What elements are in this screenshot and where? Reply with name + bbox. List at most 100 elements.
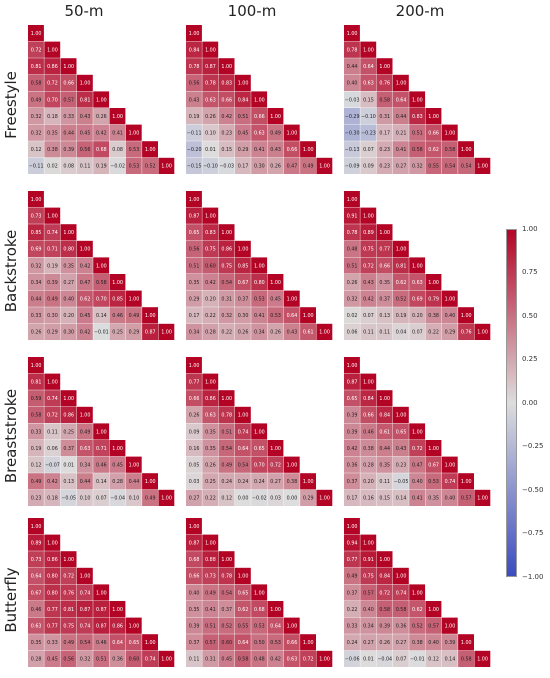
heatmap-cell xyxy=(44,534,61,551)
heatmap-cell xyxy=(109,307,126,324)
heatmap-cell xyxy=(218,290,235,307)
heatmap-cell xyxy=(376,257,393,274)
heatmap-cell-label: 0.01 xyxy=(205,147,216,153)
heatmap-cell xyxy=(218,141,235,158)
heatmap-cell-label: 0.69 xyxy=(412,297,423,303)
heatmap-cell xyxy=(76,489,93,506)
heatmap-cell xyxy=(234,440,251,457)
heatmap-cell xyxy=(458,307,474,324)
heatmap-cell xyxy=(28,601,44,618)
heatmap-cell xyxy=(392,406,409,423)
heatmap-cell-label: 0.75 xyxy=(363,247,374,253)
heatmap-cell xyxy=(300,157,316,174)
heatmap-cell-label: 1.00 xyxy=(112,607,123,613)
heatmap-cell xyxy=(234,257,251,274)
heatmap-cell-label: 0.27 xyxy=(63,280,74,286)
heatmap-cell xyxy=(44,617,61,634)
heatmap-cell-label: 0.62 xyxy=(80,297,91,303)
heatmap-cell xyxy=(218,390,235,407)
colorbar-tick: 0.25 xyxy=(522,355,538,363)
heatmap-cell xyxy=(376,634,393,651)
heatmap-cell xyxy=(267,456,284,473)
heatmap-cell-label: 1.00 xyxy=(63,396,74,402)
heatmap-cell xyxy=(234,406,251,423)
heatmap-cell xyxy=(392,240,409,257)
heatmap-cell-label: 0.78 xyxy=(189,64,200,70)
heatmap-cell-label: 0.04 xyxy=(396,330,407,336)
heatmap-cell-label: 0.58 xyxy=(379,607,390,613)
heatmap-cell-label: 0.44 xyxy=(396,114,407,120)
heatmap-cell-label: 0.49 xyxy=(129,313,140,319)
heatmap-cell-label: 0.86 xyxy=(205,396,216,402)
heatmap-cell-label: 1.00 xyxy=(396,574,407,580)
heatmap-cell xyxy=(425,157,442,174)
heatmap-cell xyxy=(60,456,77,473)
heatmap-cell-label: 0.57 xyxy=(461,496,472,502)
heatmap-breaststroke-100-m: 1.00 0.77 1.00 0.66 0.86 1.00 0.26 0.63 0.78 1.00… xyxy=(186,357,333,506)
heatmap-cell-label: 0.57 xyxy=(363,590,374,596)
heatmap-cell-label: 1.00 xyxy=(112,280,123,286)
heatmap-cell-label: 0.35 xyxy=(379,463,390,469)
heatmap-cell xyxy=(76,307,93,324)
heatmap-cell xyxy=(76,406,93,423)
heatmap-cell xyxy=(202,489,219,506)
heatmap-cell xyxy=(458,157,474,174)
heatmap-cell-label: 1.00 xyxy=(319,330,330,336)
heatmap-cell-label: 0.58 xyxy=(412,147,423,153)
heatmap-cell xyxy=(44,390,61,407)
heatmap-cell-label: 0.27 xyxy=(189,496,200,502)
heatmap-cell xyxy=(344,551,360,568)
heatmap-cell xyxy=(109,141,126,158)
heatmap-cell xyxy=(360,157,377,174)
heatmap-cell xyxy=(409,423,426,440)
heatmap-cell-label: 0.37 xyxy=(238,297,249,303)
heatmap-cell-label: 1.00 xyxy=(96,97,107,103)
heatmap-cell xyxy=(202,307,219,324)
heatmap-cell-label: 0.63 xyxy=(254,131,265,137)
heatmap-cell-label: 0.32 xyxy=(31,131,42,137)
heatmap-cell xyxy=(409,473,426,490)
heatmap-cell-label: 1.00 xyxy=(319,164,330,170)
heatmap-cell-label: 0.39 xyxy=(445,640,456,646)
heatmap-cell-label: 0.79 xyxy=(428,297,439,303)
heatmap-cell-label: 0.53 xyxy=(254,624,265,630)
heatmap-cell xyxy=(28,224,44,241)
heatmap-cell xyxy=(360,274,377,291)
heatmap-cell xyxy=(409,489,426,506)
heatmap-cell-label: 0.72 xyxy=(270,463,281,469)
heatmap-cell xyxy=(376,323,393,340)
heatmap-cell xyxy=(392,74,409,91)
heatmap-cell xyxy=(76,567,93,584)
heatmap-cell xyxy=(392,307,409,324)
heatmap-cell-label: 0.44 xyxy=(129,479,140,485)
heatmap-cell xyxy=(44,307,61,324)
heatmap-cell xyxy=(142,473,158,490)
heatmap-cell xyxy=(425,274,442,291)
heatmap-cell xyxy=(441,157,458,174)
heatmap-cell-label: 0.36 xyxy=(112,657,123,663)
heatmap-cell-label: 0.37 xyxy=(347,479,358,485)
heatmap-cell xyxy=(109,108,126,125)
heatmap-cell xyxy=(186,456,202,473)
heatmap-cell-label: 0.57 xyxy=(205,640,216,646)
heatmap-cell-label: 1.00 xyxy=(221,64,232,70)
heatmap-cell-label: 0.94 xyxy=(347,541,358,547)
heatmap-cell xyxy=(202,207,219,224)
heatmap-cell xyxy=(392,489,409,506)
heatmap-cell-label: 0.07 xyxy=(363,313,374,319)
heatmap-cell-label: 0.46 xyxy=(112,313,123,319)
heatmap-cell xyxy=(125,307,142,324)
heatmap-cell xyxy=(392,290,409,307)
heatmap-cell-label: 0.57 xyxy=(63,97,74,103)
heatmap-cell-label: 0.76 xyxy=(63,590,74,596)
heatmap-cell-label: 0.77 xyxy=(379,247,390,253)
heatmap-cell xyxy=(44,207,61,224)
heatmap-cell xyxy=(44,567,61,584)
heatmap-cell xyxy=(425,473,442,490)
heatmap-cell-label: 0.84 xyxy=(189,48,200,54)
heatmap-cell-label: 0.35 xyxy=(428,496,439,502)
heatmap-cell-label: 0.72 xyxy=(63,574,74,580)
heatmap-cell-label: 0.65 xyxy=(396,429,407,435)
heatmap-cell-label: 0.17 xyxy=(347,496,358,502)
heatmap-cell-label: 1.00 xyxy=(161,330,172,336)
